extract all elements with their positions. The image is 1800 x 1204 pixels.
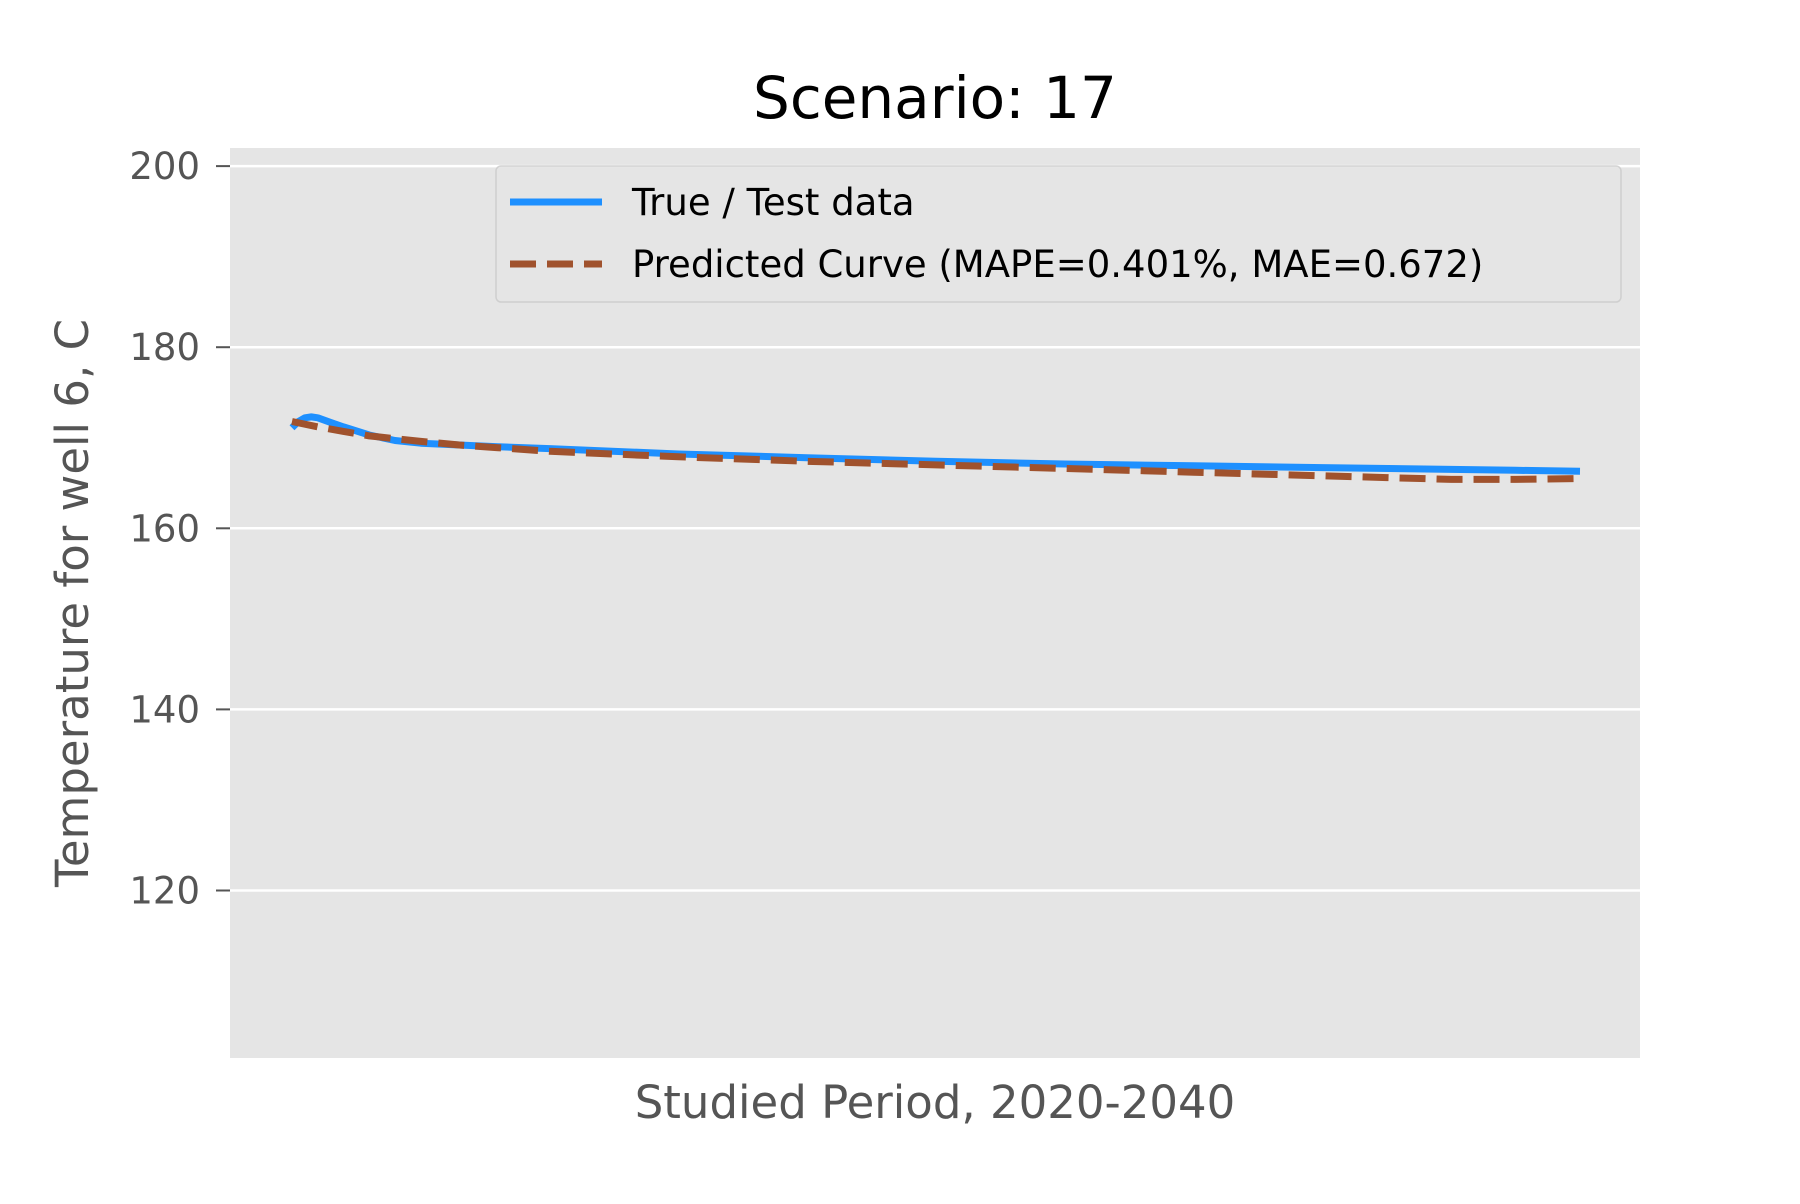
- legend-box: [495, 165, 1622, 303]
- y-tick-label-200: 200: [129, 145, 200, 188]
- series-line-predicted: [291, 418, 1581, 483]
- legend: True / Test data Predicted Curve (MAPE=0…: [495, 165, 1622, 303]
- grid-lines: [230, 164, 1640, 892]
- y-tick-label-120: 120: [129, 869, 200, 912]
- legend-label-true: True / Test data: [631, 181, 915, 224]
- y-tick-label-160: 160: [129, 507, 200, 550]
- chart-title: Scenario: 17: [753, 64, 1117, 132]
- y-axis-label: Temperature for well 6, C: [46, 319, 99, 888]
- y-tick-label-140: 140: [129, 688, 200, 731]
- x-axis-label: Studied Period, 2020-2040: [635, 1076, 1236, 1129]
- y-tick-label-180: 180: [129, 326, 200, 369]
- y-axis-ticks: 120 140 160 180 200: [129, 145, 230, 912]
- legend-label-predicted: Predicted Curve (MAPE=0.401%, MAE=0.672): [632, 243, 1483, 286]
- series-lines: [289, 413, 1581, 483]
